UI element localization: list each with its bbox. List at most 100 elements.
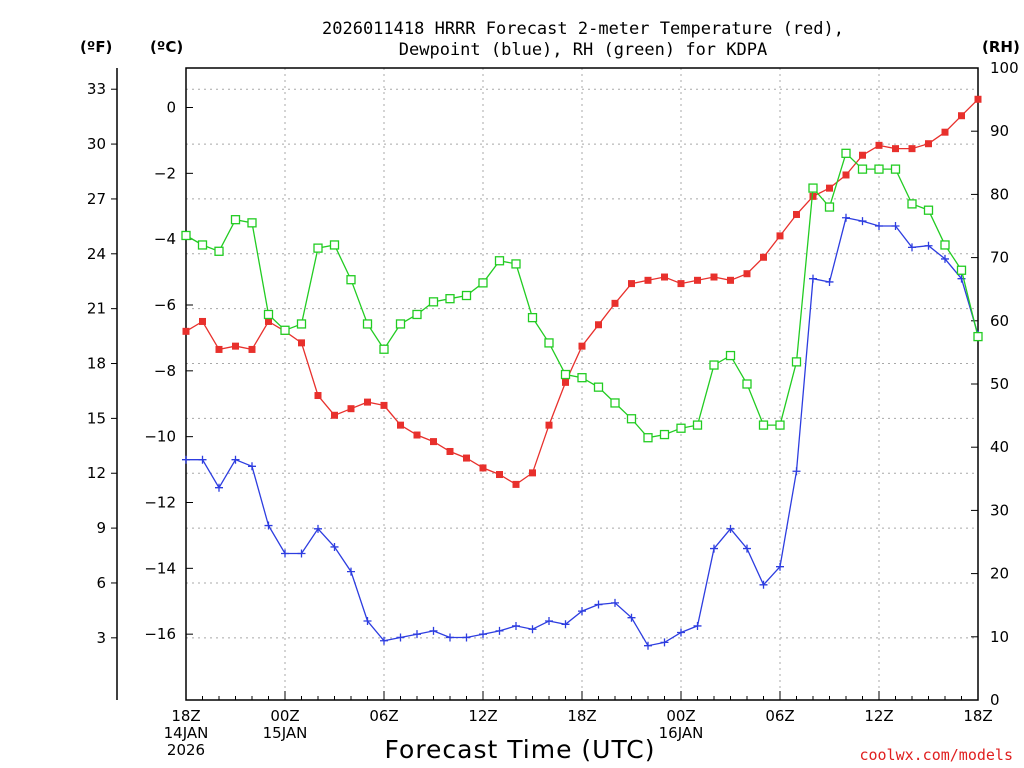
x-tick-label: 00Z	[666, 707, 695, 725]
temperature-point	[496, 471, 503, 479]
x-tick-label: 12Z	[864, 707, 893, 725]
celsius-tick-label: −8	[154, 362, 176, 380]
temperature-point	[743, 270, 751, 278]
rh-tick-label: 30	[990, 501, 1009, 519]
temperature-point	[529, 469, 536, 477]
rh-point	[263, 309, 274, 320]
rh-point	[428, 297, 439, 307]
temperature-point	[809, 192, 817, 200]
rh-point	[808, 183, 818, 193]
temperature-point	[908, 145, 916, 153]
rh-tick-label: 0	[990, 691, 1000, 709]
rh-tick-label: 50	[990, 375, 1009, 393]
celsius-tick-label: 0	[166, 99, 176, 117]
plot-frame	[185, 67, 979, 701]
temperature-point	[941, 128, 949, 136]
rh-point	[692, 420, 703, 430]
rh-point	[362, 319, 373, 329]
rh-point	[181, 230, 191, 241]
temperature-point	[331, 411, 338, 419]
dewpoint-point	[660, 638, 669, 647]
rh-point	[478, 278, 488, 288]
fahrenheit-tick-label: 9	[96, 519, 106, 537]
rh-point	[775, 420, 785, 430]
celsius-tick-label: −16	[144, 625, 176, 643]
fahrenheit-tick-label: 33	[87, 80, 106, 98]
dewpoint-point	[264, 521, 273, 530]
dewpoint-point	[726, 524, 735, 533]
rh-point	[643, 433, 653, 443]
dewpoint-point	[627, 613, 636, 622]
dewpoint-point	[759, 580, 768, 589]
temperature-point	[199, 317, 206, 325]
chart-gridlines	[186, 68, 978, 700]
rh-point	[857, 164, 868, 174]
dewpoint-point	[842, 213, 850, 222]
x-tick-label: 16JAN	[659, 724, 704, 742]
dewpoint-point	[561, 620, 570, 629]
rh-point	[527, 312, 538, 323]
temperature-point	[446, 447, 454, 455]
rh-point	[412, 309, 422, 320]
rh-point	[907, 199, 917, 209]
x-tick-label: 06Z	[765, 707, 794, 725]
dewpoint-point	[347, 567, 355, 576]
rh-point	[841, 148, 851, 158]
rh-point	[313, 243, 323, 253]
x-axis-label: Forecast Time (UTC)	[385, 735, 656, 764]
temperature-point	[215, 345, 223, 353]
celsius-tick-label: −10	[144, 428, 176, 446]
rh-point	[247, 218, 257, 228]
rh-point	[940, 240, 950, 250]
dewpoint-line	[186, 217, 979, 647]
dewpoint-point	[182, 455, 190, 464]
dewpoint-point	[314, 524, 322, 533]
celsius-tick-label: −6	[154, 296, 176, 314]
dewpoint-point	[528, 625, 537, 634]
chart-title-line-1: 2026011418 HRRR Forecast 2-meter Tempera…	[322, 19, 844, 39]
temperature-point	[265, 317, 272, 325]
temperature-point	[463, 454, 470, 462]
dewpoint-point	[941, 254, 949, 263]
rh-point	[346, 275, 356, 285]
temperature-point	[380, 401, 388, 409]
temperature-point	[298, 339, 305, 347]
x-tick-label: 18Z	[567, 707, 596, 725]
dewpoint-point	[891, 222, 900, 230]
chart-title: 2026011418 HRRR Forecast 2-meter Tempera…	[322, 19, 844, 60]
rh-point	[709, 360, 719, 370]
celsius-tick-label: −4	[154, 230, 176, 248]
rh-point	[379, 344, 389, 354]
dewpoint-point	[908, 243, 916, 252]
fahrenheit-tick-label: 12	[87, 464, 106, 482]
x-tick-label: 15JAN	[263, 724, 308, 742]
rh-point	[758, 420, 769, 430]
rh-tick-label: 60	[990, 312, 1009, 330]
dewpoint-point	[693, 621, 702, 630]
rh-point	[956, 265, 967, 275]
dewpoint-point	[462, 633, 471, 642]
dewpoint-point	[231, 455, 240, 464]
rh-point	[725, 350, 736, 361]
rh-tick-label: 70	[990, 249, 1009, 267]
rh-point	[544, 338, 554, 348]
rh-tick-label: 40	[990, 438, 1009, 456]
dewpoint-point	[924, 241, 933, 250]
rh-tick-label: 20	[990, 565, 1009, 583]
rh-point	[329, 240, 340, 250]
temperature-point	[248, 345, 256, 353]
x-tick-label: 00Z	[270, 707, 299, 725]
celsius-tick-label: −14	[144, 559, 176, 577]
rh-tick-label: 10	[990, 628, 1009, 646]
rh-point	[395, 319, 406, 329]
chart-series	[181, 95, 983, 650]
x-tick-label: 2026	[167, 741, 205, 759]
dewpoint-point	[495, 626, 504, 635]
rh-point	[626, 414, 637, 424]
dewpoint-point	[594, 600, 603, 609]
rh-tick-label: 90	[990, 122, 1009, 140]
dewpoint-point	[363, 617, 372, 625]
rh-point	[445, 294, 455, 304]
rh-point	[791, 357, 802, 367]
